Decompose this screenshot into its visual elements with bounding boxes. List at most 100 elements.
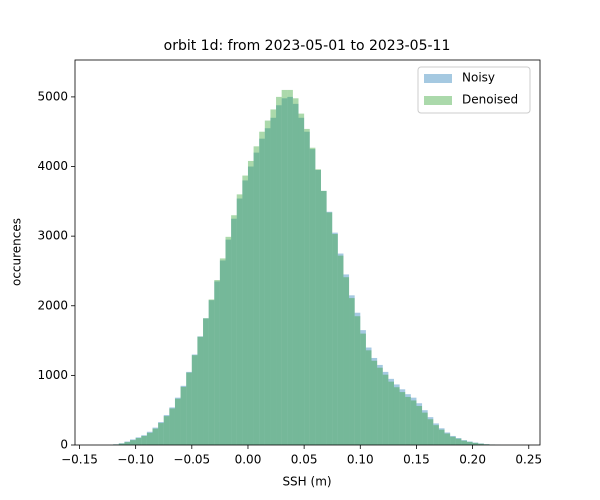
bar	[124, 442, 131, 445]
bar	[416, 406, 423, 445]
bar	[264, 120, 271, 446]
bar	[180, 386, 187, 445]
bar	[281, 98, 288, 445]
bar	[309, 147, 316, 446]
bar	[152, 427, 159, 445]
bar	[315, 170, 321, 445]
bar	[281, 89, 288, 445]
bar	[169, 407, 175, 445]
bar	[371, 360, 378, 445]
bar	[450, 435, 456, 445]
legend-box	[417, 66, 531, 114]
bar	[152, 428, 159, 445]
x-tick-label: 0.15	[403, 453, 430, 467]
bar	[287, 89, 293, 445]
y-tick-label: 0	[60, 438, 68, 452]
bar	[236, 198, 243, 445]
bar	[214, 280, 220, 445]
x-tick-label: 0.00	[235, 453, 262, 467]
y-tick-label: 5000	[37, 89, 68, 103]
bar	[203, 318, 209, 445]
y-tick-label: 4000	[37, 159, 68, 173]
bar	[231, 218, 237, 445]
x-tick-label: −0.15	[61, 453, 98, 467]
bar	[438, 428, 445, 445]
bar	[292, 98, 299, 445]
bar	[405, 394, 411, 445]
bar	[146, 431, 153, 445]
bar	[349, 295, 355, 445]
bar	[343, 274, 350, 445]
bar	[422, 412, 428, 445]
bar	[197, 336, 204, 445]
x-tick-label: −0.05	[173, 453, 210, 467]
bar	[472, 442, 479, 445]
bar	[444, 433, 451, 445]
bar	[410, 397, 417, 445]
bar	[236, 194, 243, 445]
bar	[231, 215, 237, 445]
bar	[135, 438, 142, 445]
bar	[360, 333, 366, 445]
bar	[326, 211, 333, 445]
bar	[427, 417, 434, 445]
bar	[270, 109, 277, 445]
bar	[276, 96, 282, 445]
bar	[253, 146, 260, 446]
bar	[130, 439, 136, 445]
bar	[247, 160, 254, 445]
bar	[455, 438, 462, 445]
bar	[259, 131, 265, 445]
bar	[208, 299, 215, 445]
bar	[399, 389, 406, 445]
bar	[377, 364, 383, 445]
bar	[208, 300, 215, 445]
legend-label: Noisy	[462, 71, 495, 85]
bar	[427, 419, 434, 445]
bar	[158, 422, 164, 445]
bar	[410, 400, 417, 445]
bar	[264, 128, 271, 445]
bar	[158, 423, 164, 445]
x-tick-label: 0.20	[459, 453, 486, 467]
bar	[242, 180, 248, 445]
bar	[259, 138, 265, 445]
bar	[354, 312, 361, 445]
bar	[433, 423, 439, 445]
x-tick-label: 0.05	[291, 453, 318, 467]
bar	[247, 166, 254, 445]
bar	[304, 128, 310, 445]
bar	[141, 435, 147, 445]
bar	[332, 232, 338, 445]
bar	[393, 387, 400, 445]
bar	[320, 190, 327, 445]
y-tick-label: 1000	[37, 368, 68, 382]
bar	[399, 392, 406, 445]
bar	[197, 336, 204, 445]
bar	[214, 281, 220, 445]
bar	[298, 117, 305, 445]
bar	[466, 441, 473, 445]
bar	[169, 408, 175, 445]
bar	[332, 234, 338, 445]
bar	[483, 444, 490, 445]
bar	[478, 443, 484, 445]
legend-swatch	[424, 74, 452, 83]
x-axis-label: SSH (m)	[282, 475, 331, 489]
bar	[118, 443, 125, 445]
bar	[416, 403, 423, 445]
bar	[444, 432, 451, 445]
bar	[422, 410, 428, 445]
bar	[349, 298, 355, 445]
bar	[343, 277, 350, 445]
bar	[455, 438, 462, 445]
bar	[174, 398, 181, 445]
bar	[466, 441, 473, 445]
bar	[191, 355, 198, 445]
bar	[388, 378, 394, 445]
bar	[180, 385, 187, 445]
bar	[186, 372, 192, 445]
bar	[354, 316, 361, 445]
bar	[298, 113, 305, 445]
